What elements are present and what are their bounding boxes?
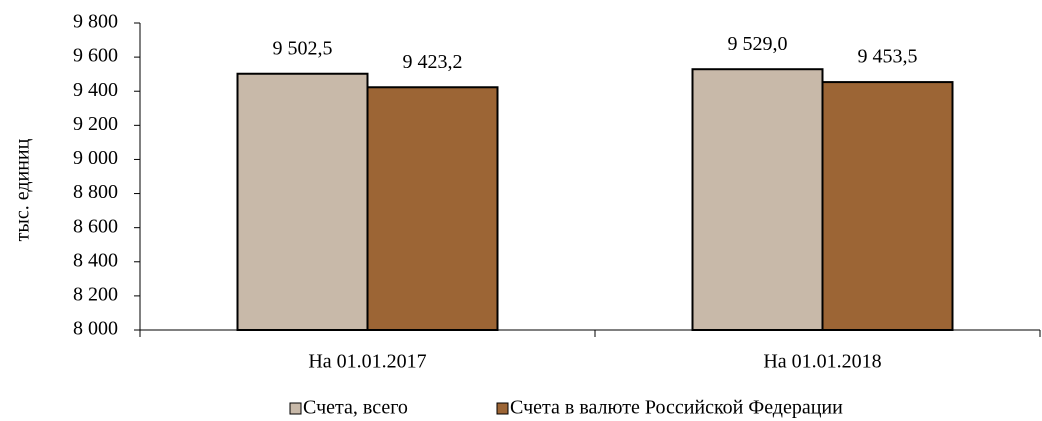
bar (691, 68, 824, 332)
y-tick-label: 9 000 (73, 147, 118, 169)
y-tick-label: 9 400 (73, 79, 118, 101)
value-label: 9 423,2 (403, 51, 463, 73)
value-label: 9 529,0 (728, 33, 788, 55)
legend-swatch (496, 402, 509, 415)
x-tick-label: На 01.01.2018 (763, 351, 881, 373)
y-tick-label: 8 200 (73, 283, 118, 305)
y-tick-label: 9 800 (73, 11, 118, 33)
legend-swatch (289, 402, 302, 415)
legend-label: Счета в валюте Российской Федерации (510, 397, 843, 419)
y-tick-label: 8 000 (73, 318, 118, 340)
legend-label: Счета, всего (303, 397, 408, 419)
bar (821, 81, 954, 331)
x-tick-label: На 01.01.2017 (308, 351, 426, 373)
y-tick-label: 9 600 (73, 45, 118, 67)
bar (236, 72, 369, 332)
value-label: 9 453,5 (858, 46, 918, 68)
y-axis-label: тыс. единиц (12, 138, 34, 241)
y-tick-label: 8 400 (73, 249, 118, 271)
y-tick-label: 9 200 (73, 113, 118, 135)
y-tick-label: 8 600 (73, 215, 118, 237)
value-label: 9 502,5 (273, 37, 333, 59)
bar (366, 86, 499, 331)
y-tick-label: 8 800 (73, 181, 118, 203)
